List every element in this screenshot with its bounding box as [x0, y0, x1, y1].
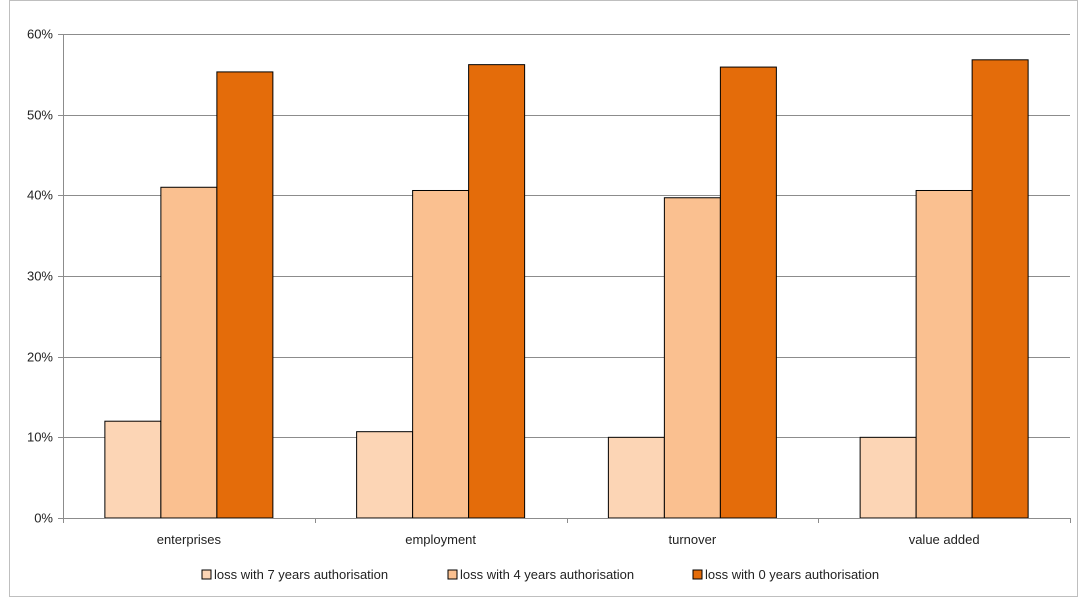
category-label: enterprises	[157, 532, 222, 547]
category-label: value added	[909, 532, 980, 547]
y-tick-label: 50%	[27, 108, 53, 123]
y-tick-label: 10%	[27, 430, 53, 445]
category-label: employment	[405, 532, 476, 547]
bar	[356, 431, 414, 519]
legend-label: loss with 4 years authorisation	[460, 567, 634, 582]
legend-swatch	[447, 569, 458, 580]
bar	[719, 66, 777, 519]
bar	[971, 59, 1029, 519]
y-tick-label: 30%	[27, 269, 53, 284]
legend-swatch	[201, 569, 212, 580]
bar	[859, 436, 917, 519]
bar	[412, 189, 470, 519]
axes-group	[63, 34, 1071, 523]
y-tick-label: 40%	[27, 188, 53, 203]
bar	[104, 420, 162, 519]
legend-label: loss with 7 years authorisation	[214, 567, 388, 582]
legend-swatch	[692, 569, 703, 580]
legend-label: loss with 0 years authorisation	[705, 567, 879, 582]
x-axis-category-labels: enterprises employment turnover value added	[157, 532, 980, 547]
bars-group	[104, 59, 1029, 519]
bar	[607, 436, 665, 519]
y-axis-tick-labels: 0% 10% 20% 30% 40% 50% 60%	[27, 27, 53, 526]
y-tick-label: 0%	[34, 511, 53, 526]
y-tick-label: 60%	[27, 27, 53, 42]
bar	[216, 71, 274, 519]
bar	[915, 189, 973, 519]
category-label: turnover	[669, 532, 717, 547]
y-tick-label: 20%	[27, 350, 53, 365]
bar	[663, 197, 721, 519]
bar	[468, 64, 526, 519]
legend: loss with 7 years authorisation loss with…	[201, 567, 879, 582]
bar	[160, 186, 218, 519]
